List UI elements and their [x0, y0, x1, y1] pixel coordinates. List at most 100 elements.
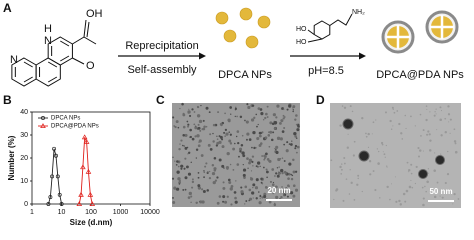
- bond: [307, 29, 315, 35]
- speck: [428, 149, 432, 152]
- nanoparticle: [358, 150, 370, 162]
- step-label: Self-assembly: [127, 64, 197, 76]
- y-tick-label: 0: [24, 201, 28, 208]
- speck: [254, 186, 259, 190]
- speck: [440, 153, 442, 155]
- speck: [375, 119, 377, 121]
- speck: [351, 110, 354, 113]
- speck: [201, 128, 204, 131]
- speck: [422, 203, 425, 207]
- speck: [211, 163, 215, 167]
- speck: [252, 165, 254, 167]
- speck: [356, 183, 359, 186]
- speck: [295, 137, 298, 139]
- legend-marker: [40, 123, 46, 128]
- scale-label: 50 nm: [429, 187, 452, 196]
- speck: [271, 183, 275, 187]
- bond: [60, 55, 70, 62]
- speck: [361, 190, 363, 193]
- speck: [251, 104, 255, 107]
- speck: [195, 157, 198, 159]
- speck: [425, 190, 427, 193]
- speck: [222, 186, 226, 190]
- speck: [261, 183, 264, 185]
- product-label: DPCA@PDA NPs: [376, 69, 464, 81]
- atom: N: [10, 54, 18, 66]
- speck: [212, 132, 214, 135]
- speck: [350, 181, 353, 184]
- speck: [453, 192, 456, 196]
- speck: [294, 135, 297, 138]
- speck: [217, 111, 220, 114]
- speck: [234, 200, 238, 204]
- speck: [186, 120, 189, 123]
- figure: A B C D N H N OH O Reprecipitation Self-…: [3, 1, 464, 227]
- speck: [195, 148, 199, 151]
- speck: [386, 185, 389, 189]
- speck: [228, 131, 231, 133]
- speck: [202, 189, 206, 193]
- speck: [239, 150, 242, 153]
- speck: [186, 146, 189, 149]
- speck: [398, 122, 401, 126]
- speck: [191, 186, 194, 189]
- speck: [401, 138, 404, 140]
- speck: [295, 170, 298, 173]
- speck: [197, 171, 200, 174]
- speck: [261, 155, 264, 157]
- speck: [407, 168, 411, 172]
- speck: [222, 181, 225, 184]
- speck: [288, 162, 292, 166]
- speck: [365, 135, 368, 138]
- x-tick-label: 1000: [113, 209, 129, 216]
- speck: [208, 170, 211, 173]
- speck: [339, 165, 342, 169]
- speck: [263, 192, 267, 196]
- speck: [447, 113, 451, 116]
- point: [52, 146, 57, 151]
- bond: [47, 61, 58, 68]
- legend-label: DPCA@PDA NPs: [51, 124, 99, 130]
- speck: [182, 112, 185, 115]
- speck: [199, 200, 203, 204]
- speck: [216, 135, 218, 137]
- speck: [274, 148, 276, 150]
- speck: [277, 172, 281, 176]
- point: [59, 202, 64, 206]
- speck: [272, 181, 275, 184]
- speck: [269, 180, 273, 184]
- speck: [234, 115, 236, 118]
- speck: [238, 155, 240, 158]
- point: [83, 139, 90, 144]
- speck: [252, 186, 254, 189]
- legend-marker: [41, 116, 45, 120]
- speck: [197, 184, 201, 188]
- speck: [353, 198, 356, 201]
- speck: [206, 189, 209, 192]
- bond: [86, 21, 90, 38]
- legend-label: DPCA NPs: [51, 116, 80, 122]
- speck: [235, 106, 237, 109]
- particle: [245, 35, 259, 49]
- speck: [433, 114, 436, 117]
- speck: [205, 162, 208, 165]
- speck: [197, 186, 202, 190]
- speck: [283, 143, 286, 146]
- speck: [296, 128, 300, 132]
- speck: [221, 138, 224, 141]
- speck: [257, 161, 261, 165]
- dpca-structure: [11, 19, 97, 87]
- point: [85, 168, 92, 174]
- speck: [386, 166, 388, 168]
- speck: [247, 105, 251, 110]
- speck: [281, 130, 285, 133]
- speck: [282, 117, 285, 120]
- speck: [221, 164, 225, 168]
- speck: [251, 146, 253, 149]
- speck: [252, 183, 256, 187]
- bond: [47, 76, 58, 83]
- speck: [189, 136, 191, 138]
- speck: [273, 203, 277, 207]
- speck: [286, 141, 289, 144]
- speck: [267, 134, 271, 137]
